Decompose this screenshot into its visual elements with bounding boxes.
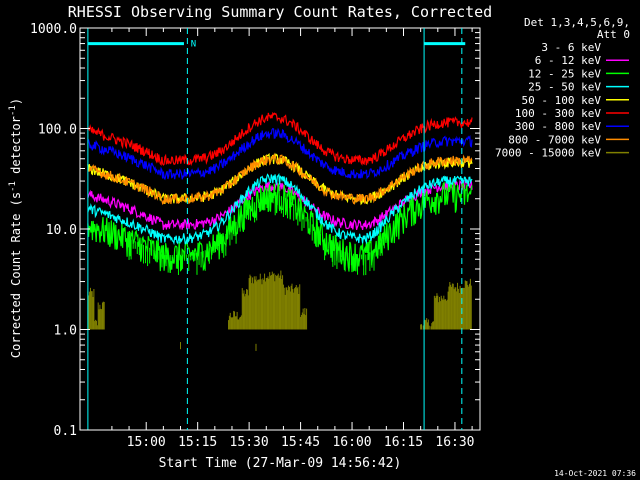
x-axis: 15:00 15:15 15:30 15:45 16:00 16:15 16:30	[111, 28, 475, 450]
legend-entry-label: 300 - 800 keV	[515, 120, 601, 133]
legend-entry-label: 3 - 6 keV	[541, 41, 601, 54]
x-tick-label: 15:30	[230, 435, 269, 450]
footer-date: 14-Oct-2021 07:36	[554, 469, 636, 478]
chart-title: RHESSI Observing Summary Count Rates, Co…	[68, 3, 492, 21]
y-axis-label-end: )	[9, 98, 23, 105]
flag-label: N	[191, 40, 196, 50]
series-line	[87, 172, 473, 246]
y-axis-label-mid: detector	[9, 116, 23, 181]
x-tick-label: 15:00	[127, 435, 166, 450]
x-tick-label: 15:45	[281, 435, 320, 450]
series-line	[87, 111, 473, 167]
legend-header-line-1: Det 1,3,4,5,6,9,	[524, 16, 630, 29]
legend-entry-label: 6 - 12 keV	[535, 54, 602, 67]
x-tick-label: 15:15	[178, 435, 217, 450]
legend-entry-label: 800 - 7000 keV	[508, 133, 601, 146]
series-25-50keV	[87, 172, 473, 246]
x-tick-label: 16:00	[332, 435, 371, 450]
legend-header-line-2: Att 0	[597, 28, 630, 41]
x-tick-label: 16:30	[435, 435, 474, 450]
legend-entry-label: 25 - 50 keV	[528, 81, 601, 94]
series-line	[87, 181, 473, 274]
legend-entry-label: 12 - 25 keV	[528, 67, 601, 80]
plot-area: N	[79, 27, 481, 431]
y-axis-label-sup2: -1	[8, 105, 18, 116]
y-axis-label-sup1: -1	[8, 181, 18, 192]
series-100-300keV	[87, 111, 473, 167]
y-tick-label: 0.1	[54, 424, 77, 439]
series-300-800keV	[87, 127, 473, 181]
y-axis-label-main: Corrected Count Rate (s	[9, 192, 23, 358]
legend-entry-label: 50 - 100 keV	[522, 94, 602, 107]
y-axis: 0.1 1.0 10.0 100.0 1000.0	[30, 22, 480, 439]
y-tick-label: 10.0	[46, 223, 77, 238]
x-tick-label: 16:15	[384, 435, 423, 450]
y-axis-label: Corrected Count Rate (s-1 detector-1)	[8, 98, 23, 358]
series-line	[87, 153, 473, 206]
legend-entry-label: 7000 - 15000 keV	[495, 147, 601, 160]
y-tick-label: 100.0	[38, 123, 77, 138]
y-tick-label: 1.0	[54, 324, 77, 339]
series-7000-15000keV	[87, 270, 472, 351]
x-axis-label: Start Time (27-Mar-09 14:56:42)	[159, 456, 402, 471]
series-12-25keV	[87, 181, 473, 276]
y-tick-label: 1000.0	[30, 22, 77, 37]
legend-entry-label: 100 - 300 keV	[515, 107, 601, 120]
series-800-7000keV	[87, 153, 473, 206]
series-line	[87, 127, 473, 181]
